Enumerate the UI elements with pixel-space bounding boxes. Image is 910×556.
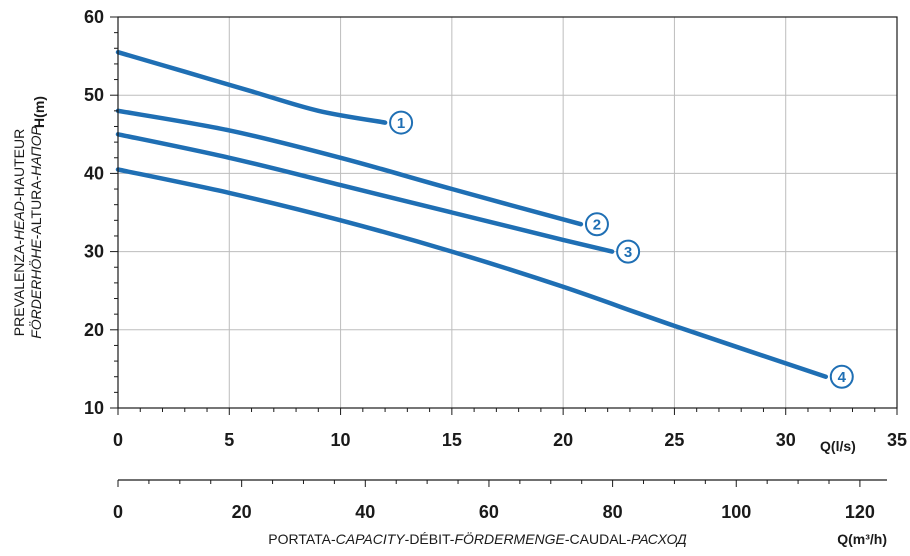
x-tick-label: 20 [553, 430, 573, 450]
axes [110, 16, 898, 487]
label-part: -ALTURA- [28, 175, 44, 239]
curve-3-label: 3 [624, 244, 632, 261]
curve-4-marker [829, 364, 854, 389]
curve-2-marker [584, 212, 609, 237]
curve-1-marker [389, 110, 414, 135]
pump-curves: 1 2 3 4 [115, 49, 854, 389]
label-part: CAPACITY [336, 531, 407, 547]
x-tick-label: 5 [224, 430, 234, 450]
label-part: -HAUTEUR [11, 129, 27, 201]
x-axis-title: PORTATA-CAPACITY-DÉBIT-FÖRDERMENGE-CAUDA… [268, 530, 687, 547]
x2-tick-label: 40 [355, 502, 375, 522]
x2-tick-label: 60 [479, 502, 499, 522]
x-unit-label: Q(l/s) [820, 438, 856, 454]
y-tick-label: 40 [84, 163, 104, 183]
grid-lines [118, 17, 897, 408]
label-part: НАПОР [28, 126, 44, 176]
y-unit-label: H(m) [31, 96, 47, 128]
y-axis-title-line2: FÖRDERHÖHE-ALTURA-НАПОР [27, 126, 44, 339]
y-tick-label: 10 [84, 398, 104, 418]
x-tick-label: 10 [331, 430, 351, 450]
y-tick-label: 50 [84, 85, 104, 105]
x2-tick-label: 80 [603, 502, 623, 522]
label-part: HEAD [11, 201, 27, 240]
curve-3-marker [616, 239, 641, 264]
y-tick-label: 30 [84, 242, 104, 262]
x-tick-label: 15 [442, 430, 462, 450]
curve-2-label: 2 [593, 217, 601, 234]
x2-tick-label: 20 [232, 502, 252, 522]
plot-frame [117, 16, 898, 409]
y-axis-title-line1: PREVALENZA-HEAD-HAUTEUR [11, 129, 27, 336]
label-part: РАСХОД [631, 531, 687, 547]
x-tick-label: 0 [113, 430, 123, 450]
curve-4-label: 4 [838, 369, 847, 386]
curve-3 [115, 132, 615, 254]
label-part: FÖRDERMENGE [454, 530, 565, 547]
x-tick-label: 35 [887, 430, 907, 450]
label-part: FÖRDERHÖHE [27, 239, 44, 339]
label-part: -DÉBIT- [405, 531, 455, 547]
curve-1 [115, 49, 388, 125]
x-tick-label: 25 [664, 430, 684, 450]
curve-2 [115, 108, 584, 227]
axis-labels: 102030405060H(m)PREVALENZA-HEAD-HAUTEURF… [11, 7, 907, 547]
curve-4 [115, 167, 829, 379]
x2-tick-label: 0 [113, 502, 123, 522]
x-tick-label: 30 [776, 430, 796, 450]
label-part: PORTATA- [268, 531, 336, 547]
x2-tick-label: 100 [721, 502, 751, 522]
x2-unit-label: Q(m³/h) [837, 531, 887, 547]
y-tick-label: 60 [84, 7, 104, 27]
x2-tick-label: 120 [845, 502, 875, 522]
label-part: PREVALENZA- [11, 240, 27, 337]
y-tick-label: 20 [84, 320, 104, 340]
curve-1-label: 1 [397, 115, 405, 132]
label-part: -CAUDAL- [565, 531, 631, 547]
